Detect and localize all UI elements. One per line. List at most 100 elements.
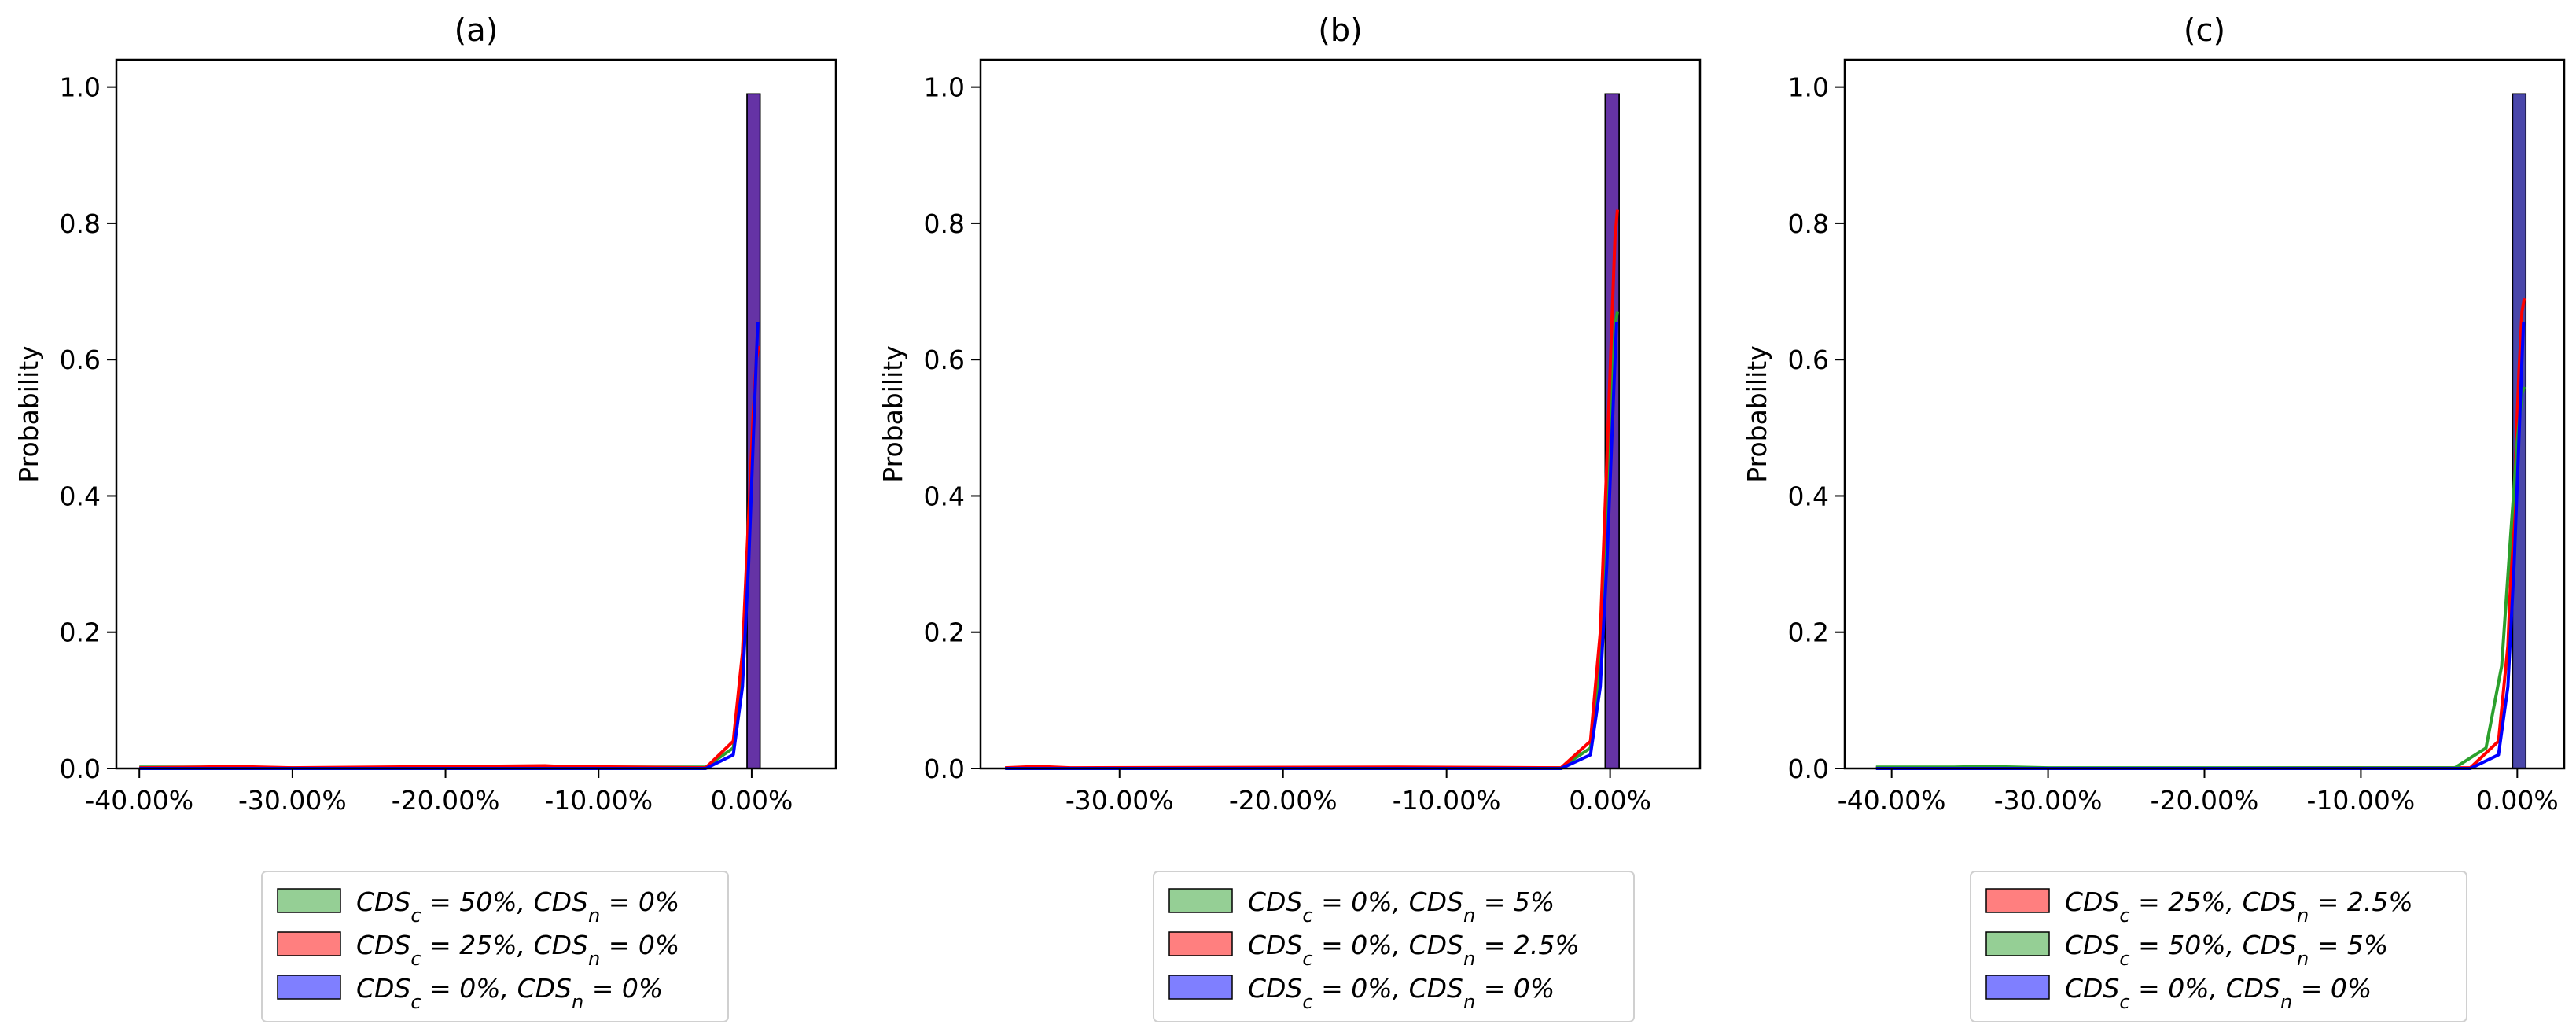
x-tick-label: -30.00% [238,785,347,816]
y-tick-label: 1.0 [60,72,101,103]
legend-swatch [1985,888,2050,913]
legend-label-part: CDS [2065,930,2119,960]
y-tick-label: 0.4 [60,481,101,511]
y-tick-label: 1.0 [924,72,965,103]
y-tick-label: 0.2 [924,617,965,648]
legend: CDSc = 50%, CDSn = 0%CDSc = 25%, CDSn = … [261,871,729,1022]
legend-label-part: = 0%, [1313,930,1409,960]
x-tick-label: -10.00% [544,785,653,816]
legend-label-part: CDS [356,973,410,1004]
y-tick-label: 0.0 [60,753,101,784]
legend-label-part: CDS [2065,973,2119,1004]
y-axis-label: Probability [878,345,908,482]
y-tick-label: 0.8 [60,208,101,239]
legend-label-part: = 2.5% [1475,930,1579,960]
legend-label-part: = 0% [600,886,679,917]
legend-label-subscript: n [588,905,600,927]
y-tick-label: 0.6 [924,345,965,375]
x-tick-label: -30.00% [1994,785,2103,816]
legend-label-part: CDS [517,973,572,1004]
legend-label-subscript: c [410,905,421,927]
x-tick-label: -20.00% [392,785,500,816]
legend: CDSc = 0%, CDSn = 5%CDSc = 0%, CDSn = 2.… [1153,871,1635,1022]
legend-label-part: = 25%, [421,930,534,960]
legend-label-part: CDS [1248,886,1302,917]
y-tick-label: 0.8 [924,208,965,239]
x-tick-label: -10.00% [1393,785,1501,816]
plot-frame [115,58,837,770]
legend-swatch [277,888,341,913]
legend-swatch [1168,931,1233,956]
y-tick-label: 0.6 [60,345,101,375]
legend-swatch [1985,931,2050,956]
legend-swatch [1168,888,1233,913]
legend-label-subscript: c [1302,905,1312,927]
legend-label-part: = 0% [2292,973,2372,1004]
legend-label-part: CDS [2243,930,2297,960]
chart-title: (a) [454,13,499,49]
legend-box [261,871,729,1022]
legend-label-part: = 0% [583,973,663,1004]
x-tick-label: -10.00% [2307,785,2416,816]
legend-swatch [277,975,341,1000]
legend-label-part: = 0%, [1313,973,1409,1004]
chart-panel-a: (a) Probability -40.00% -30.00% -20.00% -10.0… [13,13,837,1022]
legend-label-subscript: c [1302,948,1312,970]
chart-title: (c) [2184,13,2225,49]
x-tick-label: -20.00% [1229,785,1338,816]
legend-label-part: = 2.5% [2309,886,2412,917]
legend-label-part: = 0%, [421,973,517,1004]
x-tick-label: -30.00% [1065,785,1174,816]
legend-label-part: CDS [1409,973,1463,1004]
legend-label-part: = 5% [2309,930,2388,960]
legend-label: CDSc = 0%, CDSn = 0% [356,973,663,1013]
legend-label: CDSc = 0%, CDSn = 0% [1248,973,1555,1013]
x-tick-label: 0.00% [711,785,793,816]
x-tick-label: -20.00% [2151,785,2259,816]
legend-label-part: CDS [2243,886,2297,917]
legend-label: CDSc = 50%, CDSn = 0% [356,886,679,927]
legend-swatch [277,931,341,956]
plot-frame [979,58,1702,770]
legend-label: CDSc = 0%, CDSn = 5% [1248,886,1555,927]
legend-label-part: = 25%, [2130,886,2243,917]
legend-label-subscript: c [1302,991,1312,1013]
legend-label-subscript: c [410,991,421,1013]
legend-label-subscript: n [1463,948,1475,970]
y-axis-label: Probability [1742,345,1772,482]
y-tick-label: 0.4 [924,481,965,511]
y-tick-label: 0.6 [1788,345,1829,375]
legend-label-subscript: n [2297,948,2309,970]
legend-label-part: CDS [2226,973,2280,1004]
legend-label-part: CDS [1248,973,1302,1004]
y-tick-label: 0.0 [1788,753,1829,784]
legend-label-part: CDS [1409,886,1463,917]
chart-title: (b) [1318,13,1363,49]
legend-label-subscript: c [410,948,421,970]
legend-label-subscript: c [2119,905,2129,927]
legend-label-part: CDS [356,930,410,960]
legend-label-part: CDS [1409,930,1463,960]
x-tick-label: -40.00% [85,785,193,816]
x-tick-label: -40.00% [1838,785,1946,816]
y-tick-label: 1.0 [1788,72,1829,103]
legend-label-part: = 5% [1475,886,1555,917]
legend-label-part: = 0%, [2130,973,2226,1004]
legend-label-subscript: n [2280,991,2292,1013]
legend-label-part: CDS [534,886,588,917]
y-tick-label: 0.0 [924,753,965,784]
legend-label-part: CDS [2065,886,2119,917]
legend-swatch [1168,975,1233,1000]
legend-label-part: = 0%, [1313,886,1409,917]
legend-label-subscript: c [2119,991,2129,1013]
legend-label-subscript: n [572,991,583,1013]
legend-label: CDSc = 25%, CDSn = 2.5% [2065,886,2413,927]
y-tick-label: 0.8 [1788,208,1829,239]
legend: CDSc = 25%, CDSn = 2.5%CDSc = 50%, CDSn … [1970,871,2467,1022]
y-tick-label: 0.2 [60,617,101,648]
chart-panel-b: (b) Probability -30.00% -20.00% -10.00% 0.00%… [878,13,1702,1022]
legend-label-part: CDS [356,886,410,917]
x-tick-label: 0.00% [2476,785,2559,816]
y-tick-label: 0.2 [1788,617,1829,648]
